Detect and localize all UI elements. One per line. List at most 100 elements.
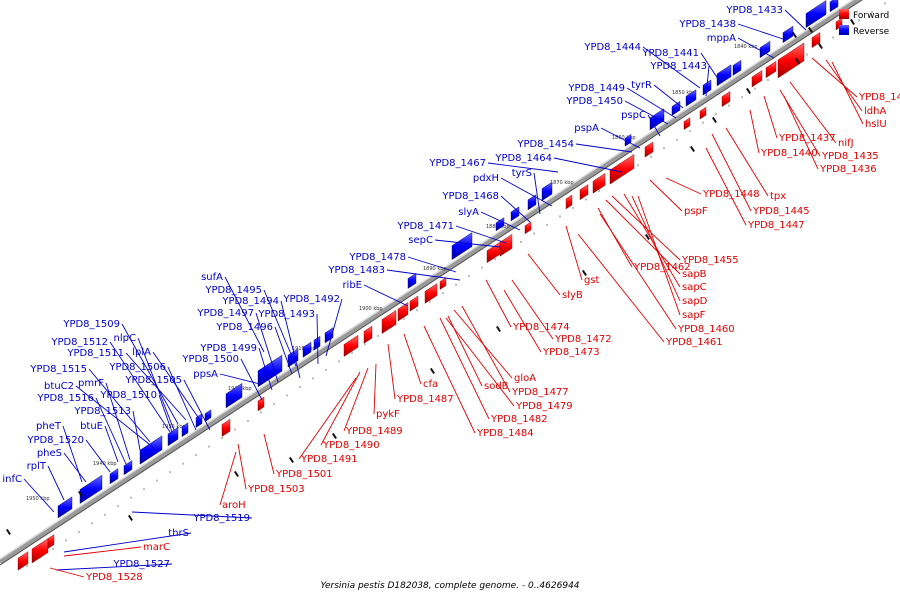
reverse-gene-feature[interactable] (123, 460, 133, 476)
gene-label[interactable]: sapC (682, 282, 707, 293)
gene-label[interactable]: tyrR (631, 80, 652, 91)
gene-label[interactable]: YPD8_1450 (565, 96, 623, 107)
gene-label[interactable]: YPD8_1454 (516, 139, 574, 150)
gene-label[interactable]: YPD8_1490 (322, 440, 380, 451)
gene-label[interactable]: slyA (458, 207, 479, 218)
gene-label[interactable]: YPD8_1473 (542, 347, 600, 358)
gene-label[interactable]: YPD8_1440 (760, 148, 818, 159)
gene-label[interactable]: YPD8_1512 (50, 337, 108, 348)
forward-gene-feature[interactable] (524, 221, 532, 235)
reverse-gene-feature[interactable] (257, 354, 283, 388)
gene-label[interactable]: lplA (132, 347, 151, 358)
gene-label[interactable]: ppsA (193, 369, 218, 380)
gene-label[interactable]: pykF (376, 409, 400, 420)
gene-label[interactable]: gloA (514, 373, 536, 384)
forward-gene-feature[interactable] (31, 538, 49, 564)
forward-gene-feature[interactable] (499, 233, 513, 257)
gene-label[interactable]: YPD8_1482 (490, 414, 548, 425)
gene-label[interactable]: infC (2, 474, 22, 485)
gene-label[interactable]: YPD8_1474 (512, 322, 570, 333)
gene-label[interactable]: tpx (770, 191, 786, 202)
gene-label[interactable]: YPD8_1435 (821, 151, 879, 162)
gene-label[interactable]: YPD8_1471 (396, 221, 454, 232)
gene-label[interactable]: pspC (621, 110, 646, 121)
gene-label[interactable]: btuC2 (44, 381, 74, 392)
gene-label[interactable]: YPD8_1444 (583, 42, 641, 53)
gene-label[interactable]: YPD8_1472 (554, 334, 612, 345)
forward-gene-feature[interactable] (683, 117, 691, 130)
reverse-gene-feature[interactable] (805, 0, 827, 28)
gene-label[interactable]: slyB (562, 290, 583, 301)
forward-gene-feature[interactable] (721, 91, 731, 108)
gene-label[interactable]: YPD8_1519 (192, 513, 250, 524)
gene-label[interactable]: YPD8_1491 (300, 454, 358, 465)
gene-label[interactable]: YPD8_1432 (858, 92, 900, 103)
gene-label[interactable]: YPD8_1468 (441, 191, 499, 202)
forward-gene-feature[interactable] (409, 295, 419, 312)
gene-label[interactable]: YPD8_1438 (678, 19, 736, 30)
gene-label[interactable]: pheS (37, 448, 62, 459)
reverse-gene-feature[interactable] (624, 133, 632, 147)
gene-label[interactable]: tyrS (512, 168, 532, 179)
gene-label[interactable]: ribE (342, 280, 362, 291)
forward-gene-feature[interactable] (363, 325, 373, 344)
gene-label[interactable]: sodB (484, 381, 509, 392)
reverse-gene-feature[interactable] (109, 468, 119, 485)
gene-label[interactable]: YPD8_1449 (567, 83, 625, 94)
gene-label[interactable]: YPD8_1436 (819, 164, 877, 175)
gene-label[interactable]: YPD8_1441 (641, 48, 699, 59)
gene-label[interactable]: pspF (684, 206, 708, 217)
reverse-gene-feature[interactable] (541, 181, 553, 202)
gene-label[interactable]: YPD8_1484 (476, 428, 534, 439)
gene-label[interactable]: pspA (574, 123, 599, 134)
forward-gene-feature[interactable] (579, 184, 589, 201)
reverse-gene-feature[interactable] (829, 0, 839, 13)
gene-label[interactable]: YPD8_1495 (204, 285, 262, 296)
gene-label[interactable]: YPD8_1515 (29, 364, 87, 375)
forward-gene-feature[interactable] (424, 283, 438, 304)
gene-label[interactable]: YPD8_1433 (725, 5, 783, 16)
reverse-gene-feature[interactable] (302, 341, 312, 358)
reverse-gene-feature[interactable] (407, 272, 417, 289)
gene-label[interactable]: sepC (408, 235, 433, 246)
gene-label[interactable]: YPD8_1492 (282, 294, 340, 305)
gene-label[interactable]: YPD8_1437 (778, 133, 836, 144)
gene-label[interactable]: YPD8_1496 (215, 322, 273, 333)
forward-gene-feature[interactable] (221, 418, 231, 437)
gene-label[interactable]: sapB (682, 269, 707, 280)
forward-gene-feature[interactable] (811, 32, 821, 49)
forward-gene-feature[interactable] (699, 106, 707, 120)
gene-label[interactable]: sufA (201, 272, 223, 283)
gene-label[interactable]: YPD8_1461 (665, 337, 723, 348)
gene-label[interactable]: YPD8_1483 (327, 265, 385, 276)
gene-label[interactable]: YPD8_1513 (73, 406, 131, 417)
reverse-gene-feature[interactable] (167, 426, 179, 447)
gene-label[interactable]: YPD8_1505 (124, 375, 182, 386)
gene-label[interactable]: YPD8_1527 (112, 559, 170, 570)
forward-gene-feature[interactable] (565, 194, 573, 210)
forward-gene-feature[interactable] (381, 310, 397, 334)
gene-label[interactable]: YPD8_1503 (247, 484, 305, 495)
forward-gene-feature[interactable] (765, 60, 777, 79)
gene-label[interactable]: YPD8_1487 (396, 394, 454, 405)
gene-label[interactable]: pmrF (78, 378, 104, 389)
gene-label[interactable]: YPD8_1448 (702, 189, 760, 200)
gene-label[interactable]: YPD8_1520 (26, 435, 84, 446)
gene-label[interactable]: ldhA (864, 106, 886, 117)
reverse-gene-feature[interactable] (495, 217, 505, 232)
gene-label[interactable]: YPD8_1455 (681, 255, 739, 266)
reverse-gene-feature[interactable] (782, 25, 794, 44)
gene-label[interactable]: nifJ (838, 138, 854, 149)
forward-gene-feature[interactable] (47, 534, 55, 549)
gene-label[interactable]: mppA (707, 33, 736, 44)
reverse-gene-feature[interactable] (671, 100, 681, 116)
gene-label[interactable]: YPD8_1497 (196, 308, 254, 319)
reverse-gene-feature[interactable] (181, 422, 189, 438)
reverse-gene-feature[interactable] (225, 382, 243, 409)
gene-label[interactable]: YPD8_1464 (494, 153, 552, 164)
gene-label[interactable]: YPD8_1467 (428, 158, 486, 169)
gene-label[interactable]: YPD8_1516 (36, 393, 94, 404)
forward-gene-feature[interactable] (609, 153, 635, 185)
reverse-gene-feature[interactable] (57, 496, 73, 519)
gene-label[interactable]: YPD8_1462 (633, 262, 691, 273)
